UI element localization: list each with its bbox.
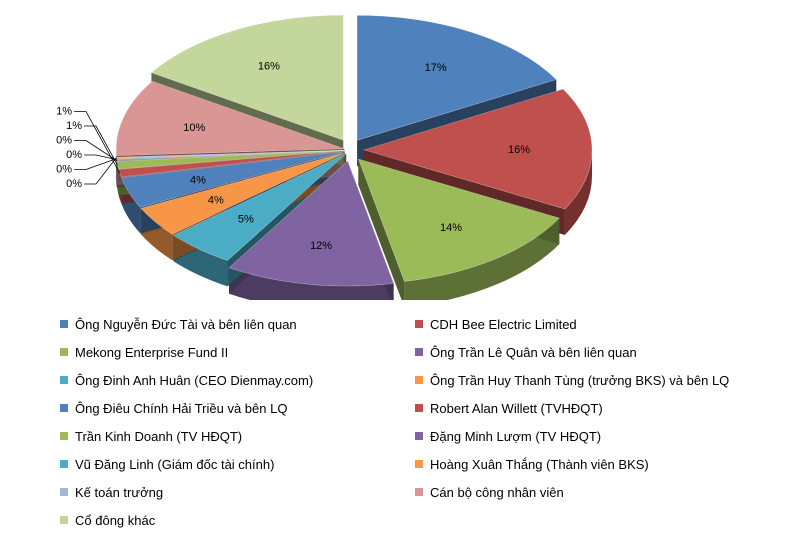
pie-slice-14 (150, 14, 344, 141)
legend-item: Hoàng Xuân Thắng (Thành viên BKS) (415, 450, 770, 478)
legend-item: Vũ Đăng Linh (Giám đốc tài chính) (60, 450, 415, 478)
legend-item: Đặng Minh Lượm (TV HĐQT) (415, 422, 770, 450)
legend-label: Kế toán trưởng (75, 484, 164, 500)
pie-slice-5 (140, 152, 346, 235)
pie-slice-6 (120, 151, 345, 208)
slice-value-label-4: 5% (238, 213, 254, 225)
legend-label: Mekong Enterprise Fund II (75, 344, 229, 360)
leader-line-10 (84, 154, 117, 161)
slice-value-label-6: 4% (190, 175, 206, 187)
legend-swatch (60, 320, 68, 328)
legend-label: Ông Nguyễn Đức Tài và bên liên quan (75, 316, 297, 332)
legend-swatch (60, 376, 68, 384)
legend-swatch (415, 376, 423, 384)
legend-swatch (60, 516, 68, 524)
slice-value-label-11: 0% (56, 164, 72, 176)
legend-swatch (415, 432, 423, 440)
slice-value-label-3: 12% (310, 240, 332, 252)
leader-line-9 (74, 140, 118, 161)
legend-swatch (415, 488, 423, 496)
legend-item: Ông Trần Huy Thanh Tùng (trưởng BKS) và … (415, 366, 770, 394)
legend-item: Kế toán trưởng (60, 478, 415, 506)
legend-swatch (60, 348, 68, 356)
chart-legend: Ông Nguyễn Đức Tài và bên liên quan CDH B… (60, 310, 780, 534)
legend-swatch (60, 488, 68, 496)
pie-slice-wall-2-1 (358, 158, 405, 300)
slice-value-label-12: 0% (66, 178, 82, 190)
pie-slice-1 (362, 88, 593, 210)
legend-swatch (415, 348, 423, 356)
slice-value-label-14: 16% (258, 61, 280, 73)
pie-slice-3 (228, 160, 395, 287)
legend-item: Mekong Enterprise Fund II (60, 338, 415, 366)
legend-swatch (60, 432, 68, 440)
pie-slice-2 (357, 158, 560, 282)
legend-swatch (60, 460, 68, 468)
pie-slice-0 (356, 15, 557, 141)
pie-slice-side-2 (404, 218, 560, 300)
slice-value-label-13: 10% (183, 122, 205, 134)
legend-item: Ông Trần Lê Quân và bên liên quan (415, 338, 770, 366)
pie-slice-4 (172, 153, 347, 261)
legend-label: Ông Trần Huy Thanh Tùng (trưởng BKS) và … (430, 372, 730, 388)
slice-value-label-5: 4% (208, 195, 224, 207)
legend-label: Trần Kinh Doanh (TV HĐQT) (75, 428, 243, 444)
pie-slice-13 (115, 80, 345, 156)
slice-value-label-7: 1% (56, 106, 72, 118)
leader-line-7 (74, 111, 121, 174)
legend-label: Cán bộ công nhân viên (430, 484, 564, 500)
legend-item: CDH Bee Electric Limited (415, 310, 770, 338)
legend-item: Cán bộ công nhân viên (415, 478, 770, 506)
legend-item: Ông Nguyễn Đức Tài và bên liên quan (60, 310, 415, 338)
leader-line-12 (84, 157, 117, 185)
pie-slice-side-1 (564, 149, 592, 235)
slice-value-label-8: 1% (66, 120, 82, 132)
legend-label: CDH Bee Electric Limited (430, 316, 577, 332)
legend-swatch (415, 404, 423, 412)
slice-value-label-1: 16% (508, 144, 530, 156)
legend-label: Hoàng Xuân Thắng (Thành viên BKS) (430, 456, 649, 472)
legend-item: Cổ đông khác (60, 506, 415, 534)
legend-item: Ông Đinh Anh Huân (CEO Dienmay.com) (60, 366, 415, 394)
legend-swatch (415, 460, 423, 468)
legend-item: Ông Điêu Chính Hải Triều và bên LQ (60, 394, 415, 422)
pie-slice-side-3 (229, 267, 394, 300)
legend-label: Ông Trần Lê Quân và bên liên quan (430, 344, 637, 360)
legend-label: Ông Điêu Chính Hải Triều và bên LQ (75, 400, 288, 416)
legend-label: Robert Alan Willett (TVHĐQT) (430, 400, 603, 416)
slice-value-label-9: 0% (56, 135, 72, 147)
leader-line-11 (74, 158, 117, 170)
slice-value-label-0: 17% (425, 62, 447, 74)
pie-chart: 17% 16% 14% 12% 5% 4%4% 1% 1% 0% 0% 0% 0% 10% 16% (56, 14, 593, 300)
legend-label: Cổ đông khác (75, 512, 156, 528)
slice-value-label-2: 14% (440, 222, 462, 234)
slice-value-label-10: 0% (66, 149, 82, 161)
legend-label: Ông Đinh Anh Huân (CEO Dienmay.com) (75, 372, 314, 388)
legend-label: Đặng Minh Lượm (TV HĐQT) (430, 428, 602, 444)
pie-slice-8 (116, 150, 345, 170)
legend-item: Trần Kinh Doanh (TV HĐQT) (60, 422, 415, 450)
legend-item: Robert Alan Willett (TVHĐQT) (415, 394, 770, 422)
legend-label: Vũ Đăng Linh (Giám đốc tài chính) (75, 456, 275, 472)
leader-line-8 (84, 125, 118, 166)
legend-swatch (60, 404, 68, 412)
legend-swatch (415, 320, 423, 328)
